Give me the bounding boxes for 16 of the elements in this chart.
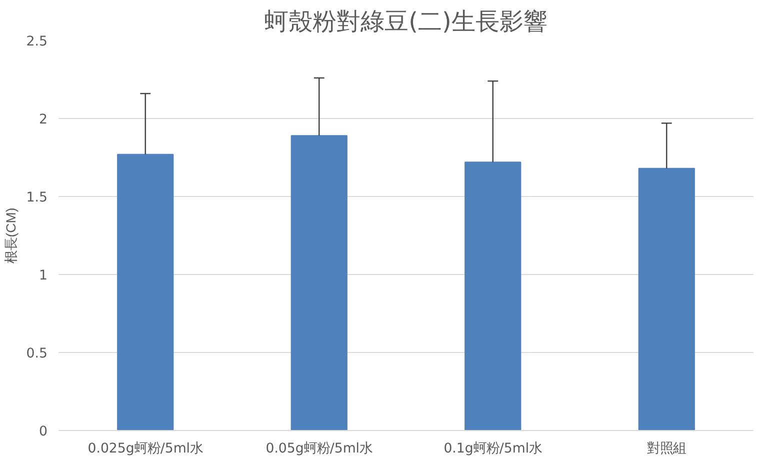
y-tick-label: 1.5 [26, 190, 48, 206]
bar [464, 162, 522, 430]
y-tick-label: 0 [39, 424, 48, 440]
x-tick-label: 0.05g蚵粉/5ml水 [266, 442, 373, 456]
x-tick-label: 0.1g蚵粉/5ml水 [444, 442, 542, 456]
y-tick-label: 2 [39, 112, 48, 128]
x-tick-label: 對照組 [647, 442, 686, 456]
chart-title: 蚵殼粉對綠豆(二)生長影響 [264, 8, 548, 36]
bar [117, 154, 174, 430]
y-tick-label: 0.5 [26, 346, 48, 362]
y-tick-label: 2.5 [26, 34, 48, 50]
x-tick-label: 0.025g蚵粉/5ml水 [88, 442, 204, 456]
bar [290, 135, 348, 430]
y-axis-title: 根長(CM) [3, 208, 18, 264]
bar [638, 168, 695, 430]
y-tick-label: 1 [39, 268, 48, 284]
